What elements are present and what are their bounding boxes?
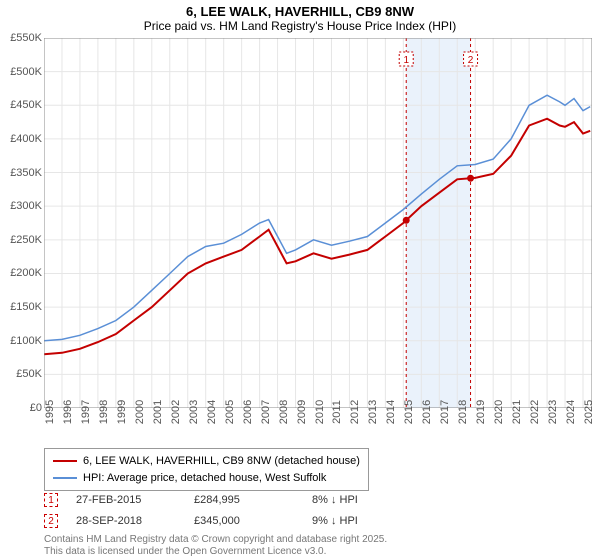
x-tick-label: 1999 [116, 400, 128, 424]
y-tick-label: £100K [10, 335, 42, 347]
chart-title-line2: Price paid vs. HM Land Registry's House … [0, 19, 600, 33]
x-tick-label: 2022 [529, 400, 541, 424]
y-tick-label: £200K [10, 267, 42, 279]
y-tick-label: £550K [10, 32, 42, 44]
chart-svg: 12 [44, 38, 592, 408]
marker-date: 28-SEP-2018 [76, 511, 176, 532]
marker-row: 2 28-SEP-2018 £345,000 9% ↓ HPI [44, 511, 412, 532]
footer-line2: This data is licensed under the Open Gov… [44, 546, 387, 558]
x-tick-label: 2012 [349, 400, 361, 424]
y-tick-label: £400K [10, 133, 42, 145]
x-tick-label: 2005 [224, 400, 236, 424]
marker-row: 1 27-FEB-2015 £284,995 8% ↓ HPI [44, 490, 412, 511]
x-tick-label: 2019 [475, 400, 487, 424]
legend-row: 6, LEE WALK, HAVERHILL, CB9 8NW (detache… [53, 453, 360, 470]
x-tick-label: 2004 [206, 400, 218, 424]
marker-badge: 2 [44, 514, 58, 528]
x-tick-label: 2025 [583, 400, 595, 424]
marker-delta: 9% ↓ HPI [312, 511, 412, 532]
x-tick-label: 2013 [367, 400, 379, 424]
y-tick-label: £300K [10, 200, 42, 212]
x-tick-label: 2010 [314, 400, 326, 424]
x-tick-label: 2009 [296, 400, 308, 424]
marker-date: 27-FEB-2015 [76, 490, 176, 511]
marker-price: £284,995 [194, 490, 294, 511]
y-tick-label: £250K [10, 234, 42, 246]
svg-text:2: 2 [468, 55, 474, 66]
legend-label: 6, LEE WALK, HAVERHILL, CB9 8NW (detache… [83, 453, 360, 470]
x-axis: 1995199619971998199920002001200220032004… [44, 408, 592, 448]
y-axis: £0£50K£100K£150K£200K£250K£300K£350K£400… [0, 38, 44, 408]
marker-delta: 8% ↓ HPI [312, 490, 412, 511]
chart-plot: 12 [44, 38, 592, 408]
x-tick-label: 2020 [493, 400, 505, 424]
legend-swatch [53, 460, 77, 462]
legend-row: HPI: Average price, detached house, West… [53, 470, 360, 487]
legend-label: HPI: Average price, detached house, West… [83, 470, 326, 487]
x-tick-label: 2023 [547, 400, 559, 424]
x-tick-label: 2003 [188, 400, 200, 424]
y-tick-label: £150K [10, 301, 42, 313]
x-tick-label: 2002 [170, 400, 182, 424]
x-tick-label: 2016 [421, 400, 433, 424]
x-tick-label: 2011 [331, 400, 343, 424]
x-tick-label: 2001 [152, 400, 164, 424]
x-tick-label: 2000 [134, 400, 146, 424]
footer-line1: Contains HM Land Registry data © Crown c… [44, 534, 387, 546]
svg-text:1: 1 [403, 55, 409, 66]
y-tick-label: £500K [10, 66, 42, 78]
x-tick-label: 2007 [260, 400, 272, 424]
x-tick-label: 2015 [403, 400, 415, 424]
x-tick-label: 1998 [98, 400, 110, 424]
legend-swatch [53, 477, 77, 479]
footer: Contains HM Land Registry data © Crown c… [44, 534, 387, 558]
chart-title-block: 6, LEE WALK, HAVERHILL, CB9 8NW Price pa… [0, 0, 600, 33]
x-tick-label: 2014 [385, 400, 397, 424]
x-tick-label: 2024 [565, 400, 577, 424]
y-tick-label: £50K [16, 368, 42, 380]
x-tick-label: 1996 [62, 400, 74, 424]
x-tick-label: 2017 [439, 400, 451, 424]
x-tick-label: 1995 [44, 400, 56, 424]
legend: 6, LEE WALK, HAVERHILL, CB9 8NW (detache… [44, 448, 369, 491]
chart-title-line1: 6, LEE WALK, HAVERHILL, CB9 8NW [0, 4, 600, 19]
x-tick-label: 1997 [80, 400, 92, 424]
marker-badge: 1 [44, 493, 58, 507]
y-tick-label: £0 [30, 402, 42, 414]
marker-table: 1 27-FEB-2015 £284,995 8% ↓ HPI 2 28-SEP-2018… [44, 490, 412, 532]
y-tick-label: £350K [10, 167, 42, 179]
marker-price: £345,000 [194, 511, 294, 532]
y-tick-label: £450K [10, 99, 42, 111]
x-tick-label: 2018 [457, 400, 469, 424]
x-tick-label: 2021 [511, 400, 523, 424]
x-tick-label: 2008 [278, 400, 290, 424]
x-tick-label: 2006 [242, 400, 254, 424]
